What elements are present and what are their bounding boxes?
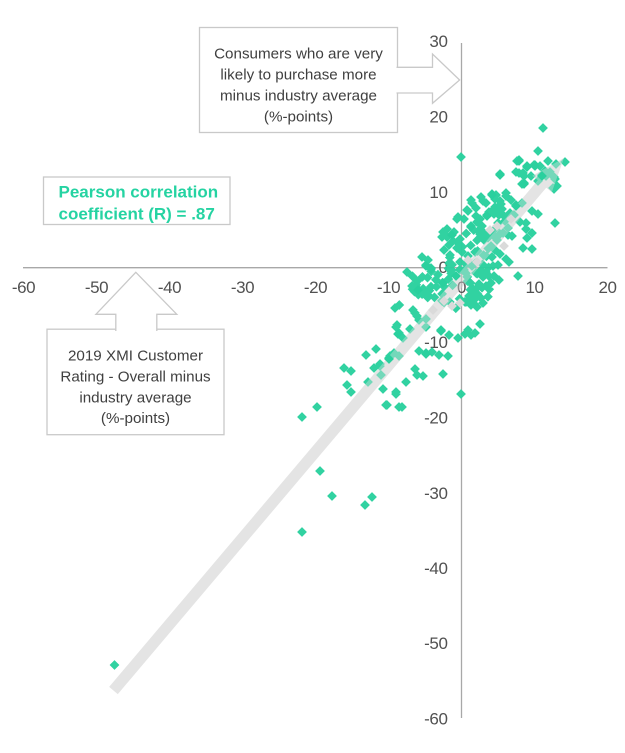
svg-text:-50: -50: [424, 634, 447, 653]
svg-text:10: 10: [429, 183, 447, 202]
svg-text:0: 0: [438, 258, 447, 277]
svg-text:-40: -40: [424, 559, 447, 578]
svg-text:coefficient (R) = .87: coefficient (R) = .87: [59, 204, 215, 223]
svg-text:Pearson correlation: Pearson correlation: [59, 182, 219, 201]
svg-text:-60: -60: [424, 710, 447, 729]
svg-text:-20: -20: [304, 278, 327, 297]
svg-text:20: 20: [598, 278, 616, 297]
svg-text:2019 XMI Customer: 2019 XMI Customer: [68, 348, 203, 365]
svg-text:30: 30: [429, 32, 447, 51]
svg-text:minus industry average: minus industry average: [220, 88, 377, 105]
svg-text:10: 10: [525, 278, 543, 297]
svg-text:-50: -50: [85, 278, 108, 297]
svg-text:0: 0: [457, 278, 466, 297]
svg-text:(%-points): (%-points): [264, 109, 333, 126]
svg-text:(%-points): (%-points): [101, 410, 170, 427]
svg-text:-10: -10: [377, 278, 400, 297]
svg-text:likely to purchase more: likely to purchase more: [220, 67, 376, 84]
svg-text:-10: -10: [424, 333, 447, 352]
svg-text:Rating - Overall minus: Rating - Overall minus: [60, 369, 211, 386]
svg-text:-60: -60: [12, 278, 35, 297]
svg-text:Consumers who are very: Consumers who are very: [214, 46, 383, 63]
svg-text:industry average: industry average: [79, 389, 191, 406]
svg-text:-30: -30: [231, 278, 254, 297]
svg-text:-20: -20: [424, 409, 447, 428]
svg-text:20: 20: [429, 108, 447, 127]
svg-text:-30: -30: [424, 484, 447, 503]
svg-text:-40: -40: [158, 278, 181, 297]
